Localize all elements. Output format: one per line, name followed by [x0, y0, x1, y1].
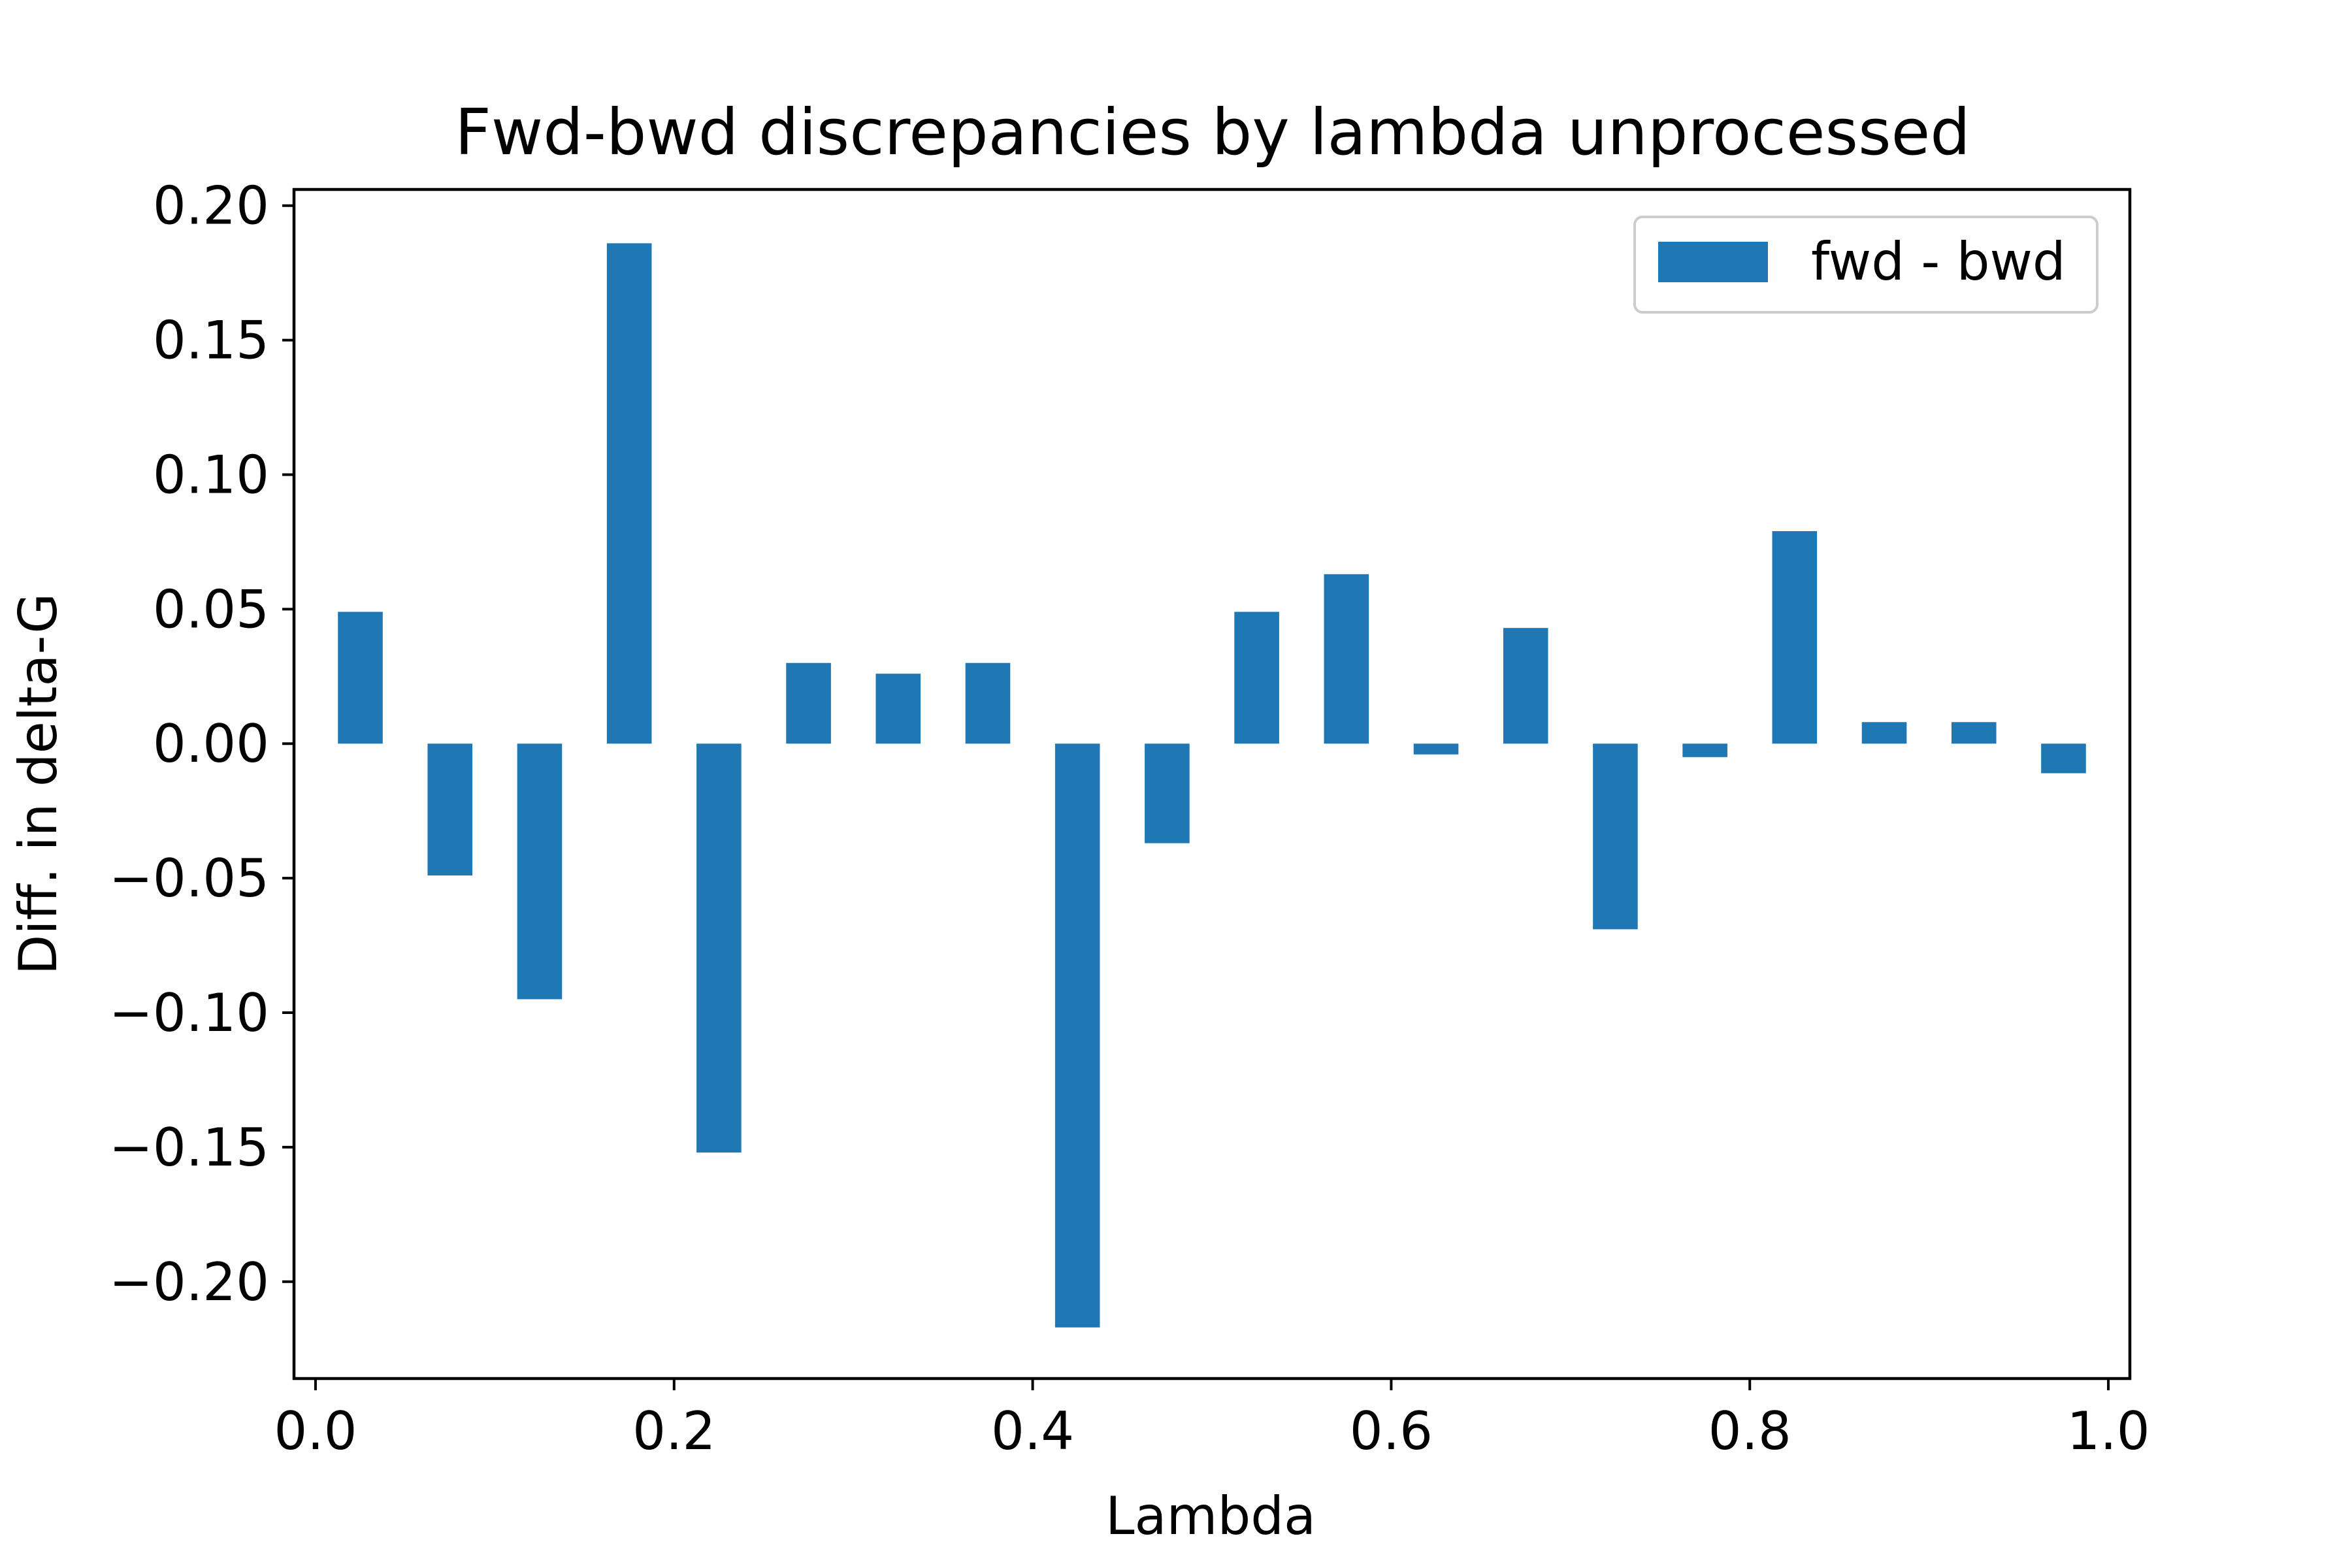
legend-swatch — [1658, 242, 1768, 282]
bar-14 — [1593, 743, 1638, 930]
bars-group — [338, 243, 2086, 1328]
y-tick-label: 0.20 — [153, 176, 269, 237]
bar-5 — [786, 662, 831, 744]
bar-17 — [1861, 722, 1907, 744]
y-tick-label: 0.00 — [153, 713, 269, 774]
y-axis: 0.20 0.15 0.10 0.05 0.00 −0.05 −0.10 −0.15 −0.20 — [109, 176, 294, 1313]
bar-4 — [696, 743, 742, 1153]
y-tick-label: −0.20 — [109, 1252, 269, 1313]
bar-15 — [1682, 743, 1727, 757]
bar-10 — [1234, 612, 1279, 744]
bar-2 — [517, 743, 563, 1000]
chart-title: Fwd-bwd discrepancies by lambda unproces… — [455, 95, 1970, 169]
bar-8 — [1054, 743, 1100, 1328]
bar-1 — [427, 743, 473, 875]
x-tick-label: 0.8 — [1708, 1401, 1791, 1462]
bar-7 — [965, 662, 1011, 744]
bar-6 — [875, 674, 921, 744]
bar-11 — [1324, 574, 1369, 744]
bar-12 — [1413, 743, 1459, 755]
bar-19 — [2041, 743, 2086, 774]
x-axis-label: Lambda — [1105, 1486, 1316, 1546]
legend: fwd - bwd — [1633, 216, 2099, 314]
y-tick-label: 0.10 — [153, 444, 269, 505]
x-tick-label: 0.6 — [1350, 1401, 1433, 1462]
y-tick-label: −0.15 — [109, 1117, 269, 1178]
legend-label: fwd - bwd — [1811, 231, 2066, 292]
y-tick-label: −0.10 — [109, 983, 269, 1043]
bar-9 — [1145, 743, 1190, 843]
x-tick-label: 0.0 — [274, 1401, 357, 1462]
bar-16 — [1772, 531, 1818, 744]
y-tick-label: 0.05 — [153, 579, 269, 640]
y-tick-label: −0.05 — [109, 848, 269, 909]
y-axis-label: Diff. in delta-G — [8, 593, 69, 975]
legend-box — [1633, 216, 2099, 314]
bar-13 — [1503, 628, 1548, 744]
bar-3 — [606, 243, 652, 744]
x-tick-label: 1.0 — [2066, 1401, 2149, 1462]
bar-18 — [1951, 722, 1997, 744]
y-tick-label: 0.15 — [153, 310, 269, 371]
plot-frame — [292, 188, 2132, 1380]
bar-0 — [338, 612, 383, 744]
x-tick-label: 0.2 — [632, 1401, 715, 1462]
x-axis: 0.0 0.2 0.4 0.6 0.8 1.0 — [274, 1379, 2150, 1462]
x-tick-label: 0.4 — [991, 1401, 1074, 1462]
